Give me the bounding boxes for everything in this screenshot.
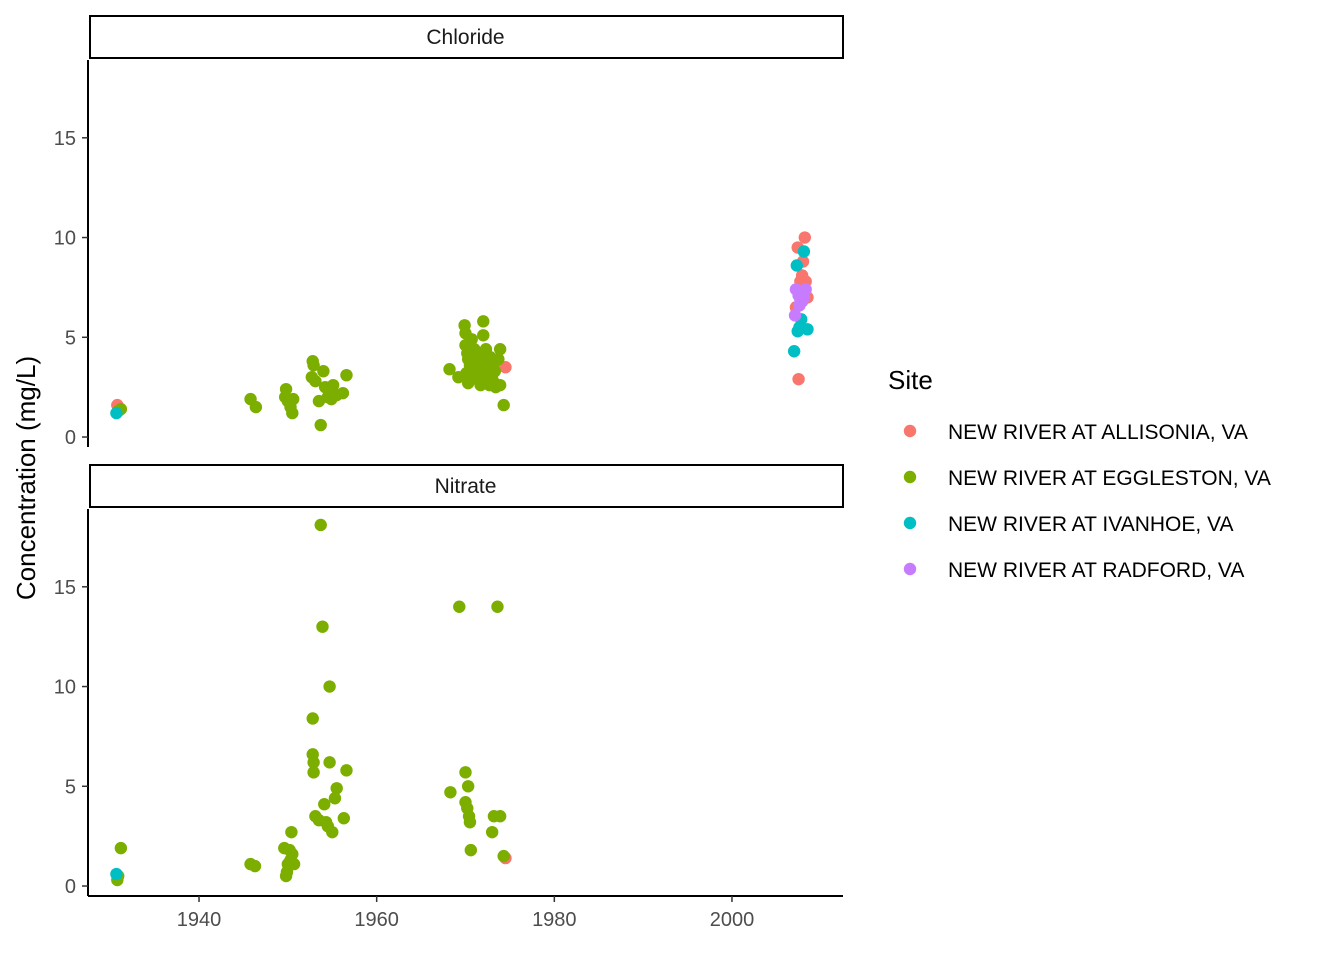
facet-panels: Chloride 0 5 10 15 Nitrate 0 5 10 15 1940 1960 1980 2… <box>54 15 844 931</box>
legend-key <box>903 516 917 530</box>
data-point <box>788 309 802 322</box>
y-tick-label: 15 <box>54 577 76 599</box>
facet-strip-label: Nitrate <box>435 475 497 498</box>
legend-title: Site <box>888 365 933 395</box>
x-tick-label: 1980 <box>532 909 577 931</box>
data-point <box>248 859 262 873</box>
data-point <box>285 825 298 839</box>
data-point <box>326 825 339 839</box>
data-point <box>323 756 336 769</box>
points-chloride <box>110 231 814 432</box>
data-point <box>465 333 478 346</box>
data-point <box>477 329 490 342</box>
data-point <box>110 867 123 881</box>
data-point <box>459 766 472 779</box>
legend-entry: NEW RIVER AT IVANHOE, VA <box>903 513 1234 536</box>
legend-label: NEW RIVER AT RADFORD, VA <box>948 559 1244 582</box>
y-tick-label: 0 <box>65 427 76 449</box>
x-tick-label: 1940 <box>177 909 222 931</box>
legend-key <box>903 424 917 438</box>
y-tick-label: 0 <box>65 876 76 898</box>
data-point <box>499 361 512 374</box>
data-point <box>798 231 812 244</box>
data-point <box>336 386 350 400</box>
data-point <box>477 315 490 328</box>
data-point <box>492 353 505 366</box>
data-point <box>491 600 504 613</box>
data-point <box>317 364 330 378</box>
data-point <box>309 374 322 388</box>
facet-chloride: Chloride 0 5 10 15 <box>54 15 844 449</box>
data-point <box>110 406 123 420</box>
data-point <box>307 756 320 769</box>
y-tick-label: 5 <box>65 327 76 349</box>
y-tick-label: 10 <box>54 228 76 250</box>
data-point <box>787 345 801 358</box>
legend-entries: NEW RIVER AT ALLISONIA, VA NEW RIVER AT E… <box>903 421 1271 582</box>
legend-entry: NEW RIVER AT RADFORD, VA <box>903 559 1244 582</box>
x-tick-label: 1960 <box>354 909 399 931</box>
data-point <box>340 368 353 382</box>
facet-strip <box>89 15 844 59</box>
data-point <box>337 812 351 825</box>
y-tick-label: 10 <box>54 677 76 699</box>
data-point <box>463 815 477 829</box>
data-point <box>307 359 320 372</box>
data-point <box>488 364 502 378</box>
legend-entry: NEW RIVER AT ALLISONIA, VA <box>903 421 1248 444</box>
data-point <box>314 418 327 432</box>
data-point <box>464 843 478 857</box>
data-point <box>314 518 327 532</box>
data-point <box>795 295 809 308</box>
data-point <box>286 847 299 861</box>
y-tick-label: 15 <box>54 128 76 150</box>
facet-strip-label: Chloride <box>426 26 504 49</box>
data-point <box>326 378 340 392</box>
data-point <box>286 392 300 406</box>
data-point <box>249 400 263 414</box>
data-point <box>306 712 319 725</box>
data-point <box>493 378 507 392</box>
data-point <box>287 857 301 871</box>
legend-label: NEW RIVER AT EGGLESTON, VA <box>948 467 1271 490</box>
data-point <box>790 259 804 272</box>
data-point <box>797 245 811 258</box>
data-point <box>444 786 457 799</box>
data-point <box>318 798 331 811</box>
data-point <box>497 398 510 412</box>
legend-label: NEW RIVER AT ALLISONIA, VA <box>948 421 1248 444</box>
points-nitrate <box>110 518 512 887</box>
data-point <box>493 343 507 356</box>
legend-entry: NEW RIVER AT EGGLESTON, VA <box>903 467 1271 490</box>
data-point <box>453 600 466 613</box>
data-point <box>316 620 329 633</box>
data-point <box>114 841 128 855</box>
x-tick-label: 2000 <box>710 909 755 931</box>
facet-nitrate: Nitrate 0 5 10 15 1940 1960 1980 2000 <box>54 464 844 931</box>
legend-key <box>903 470 917 484</box>
legend-key <box>903 562 917 576</box>
data-point <box>461 780 475 793</box>
data-point <box>286 406 299 420</box>
data-point <box>493 810 507 823</box>
data-point <box>340 764 353 777</box>
y-axis-title: Concentration (mg/L) <box>11 356 41 600</box>
data-point <box>307 766 320 779</box>
facet-strip <box>89 464 844 508</box>
legend-label: NEW RIVER AT IVANHOE, VA <box>948 513 1234 536</box>
data-point <box>792 372 805 386</box>
data-point <box>497 849 510 863</box>
data-point <box>443 363 456 376</box>
y-tick-label: 5 <box>65 776 76 798</box>
data-point <box>799 283 812 296</box>
data-point <box>323 680 336 693</box>
data-point <box>330 782 343 795</box>
data-point <box>328 792 342 805</box>
data-point <box>801 323 814 336</box>
data-point <box>485 825 499 839</box>
